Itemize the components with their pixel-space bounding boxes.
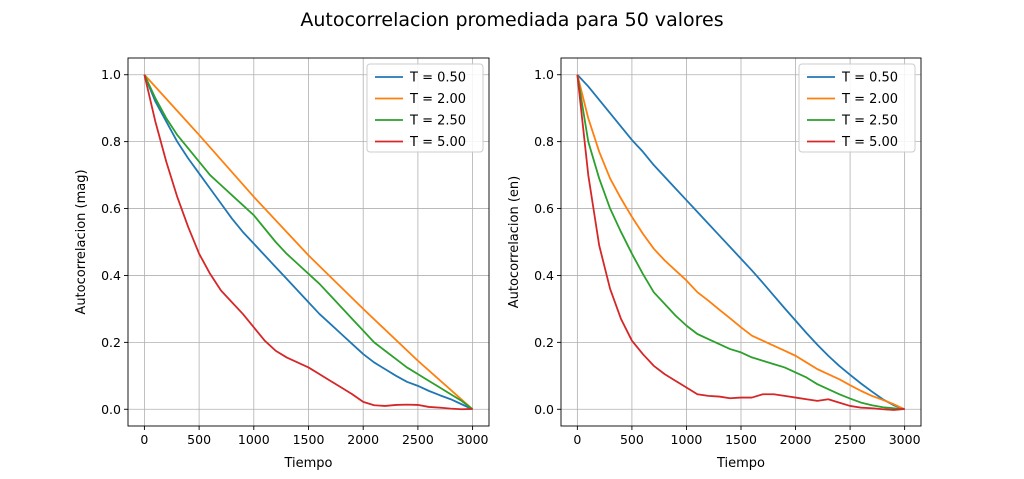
x-tick-label: 2500 xyxy=(402,432,434,447)
x-tick-label: 0 xyxy=(140,432,148,447)
series-group xyxy=(143,74,474,411)
x-tick-label: 2000 xyxy=(780,432,812,447)
x-axis-label: Tiempo xyxy=(716,456,765,471)
left-subplot: 0 500 1000 1500 2000 2500 3000 0.0 0.2 0.4 0.6 0.8 1… xyxy=(74,57,490,471)
x-tick-label: 2000 xyxy=(347,432,379,447)
legend-box xyxy=(798,63,916,153)
y-tick-label: 0.2 xyxy=(534,335,554,350)
legend-entry: T = 0.50 xyxy=(409,71,466,86)
y-tick-label: 0.8 xyxy=(534,134,554,149)
y-tick-label: 0.6 xyxy=(101,201,121,216)
right-subplot: 0 500 1000 1500 2000 2500 3000 0.0 0.2 0.4 0.6 0.8 1… xyxy=(507,57,922,471)
legend-entry: T = 2.50 xyxy=(841,114,898,129)
legend-entry: T = 0.50 xyxy=(841,71,898,86)
x-tick-label: 2500 xyxy=(834,432,866,447)
y-tick-label: 0.2 xyxy=(101,335,121,350)
legend: T = 0.50 T = 2.00 T = 2.50 T = 5.00 xyxy=(798,63,916,153)
x-tick-label: 3000 xyxy=(889,432,921,447)
y-tick-label: 0.0 xyxy=(534,402,554,417)
figure-title: Autocorrelacion promediada para 50 valor… xyxy=(300,9,723,31)
y-axis-label: Autocorrelacion (mag) xyxy=(74,169,89,314)
x-tick-label: 3000 xyxy=(457,432,489,447)
series-group xyxy=(576,74,906,411)
y-tick-label: 1.0 xyxy=(101,67,121,82)
x-tick-label: 1500 xyxy=(725,432,757,447)
y-tick-label: 0.6 xyxy=(534,201,554,216)
legend-box xyxy=(366,63,484,153)
legend-entry: T = 5.00 xyxy=(841,135,898,150)
y-tick-label: 0.4 xyxy=(534,268,554,283)
x-tick-label: 1000 xyxy=(238,432,270,447)
series-line-t-5-00 xyxy=(143,74,473,411)
x-tick-label: 0 xyxy=(573,432,581,447)
series-line-t-2-50 xyxy=(143,74,474,410)
y-axis-label: Autocorrelacion (en) xyxy=(507,176,522,309)
legend-entry: T = 2.00 xyxy=(841,92,898,107)
x-tick-label: 1500 xyxy=(293,432,325,447)
series-line-t-0-50 xyxy=(576,74,905,411)
y-tick-label: 1.0 xyxy=(534,67,554,82)
x-axis-label: Tiempo xyxy=(283,456,332,471)
legend-entry: T = 2.50 xyxy=(409,114,466,129)
series-line-t-2-00 xyxy=(143,74,474,410)
y-tick-label: 0.8 xyxy=(101,134,121,149)
x-tick-label: 1000 xyxy=(671,432,703,447)
legend: T = 0.50 T = 2.00 T = 2.50 T = 5.00 xyxy=(366,63,484,153)
x-tick-label: 500 xyxy=(620,432,644,447)
series-line-t-2-00 xyxy=(576,74,906,411)
series-line-t-2-50 xyxy=(576,74,905,411)
legend-entry: T = 5.00 xyxy=(409,135,466,150)
y-tick-label: 0.4 xyxy=(101,268,121,283)
legend-entry: T = 2.00 xyxy=(409,92,466,107)
y-tick-label: 0.0 xyxy=(101,402,121,417)
series-line-t-0-50 xyxy=(143,74,473,411)
series-line-t-5-00 xyxy=(576,74,905,411)
x-tick-label: 500 xyxy=(187,432,211,447)
